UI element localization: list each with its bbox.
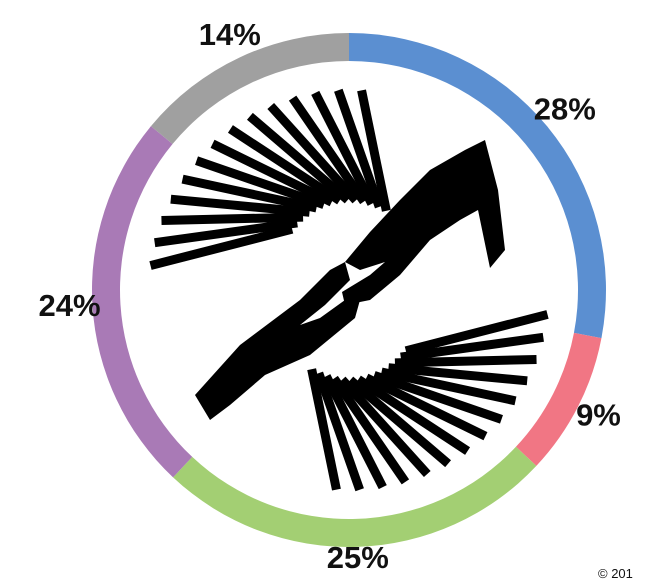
copyright: © 201 <box>598 566 633 580</box>
value-label: 14% <box>199 17 261 52</box>
ray <box>395 360 537 363</box>
value-label: 28% <box>534 92 596 127</box>
ray <box>161 217 303 220</box>
page: © 201 28% 9% 25% 24% 14% <box>0 0 657 580</box>
value-label: 9% <box>576 397 621 432</box>
donut-segment <box>173 447 536 547</box>
value-label: 25% <box>327 540 389 575</box>
chart: © 201 28% 9% 25% 24% 14% <box>0 0 657 580</box>
value-label: 24% <box>39 288 101 323</box>
donut-segment <box>92 126 192 477</box>
